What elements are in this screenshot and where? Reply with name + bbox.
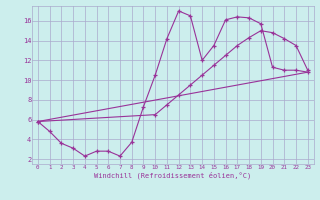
X-axis label: Windchill (Refroidissement éolien,°C): Windchill (Refroidissement éolien,°C): [94, 171, 252, 179]
